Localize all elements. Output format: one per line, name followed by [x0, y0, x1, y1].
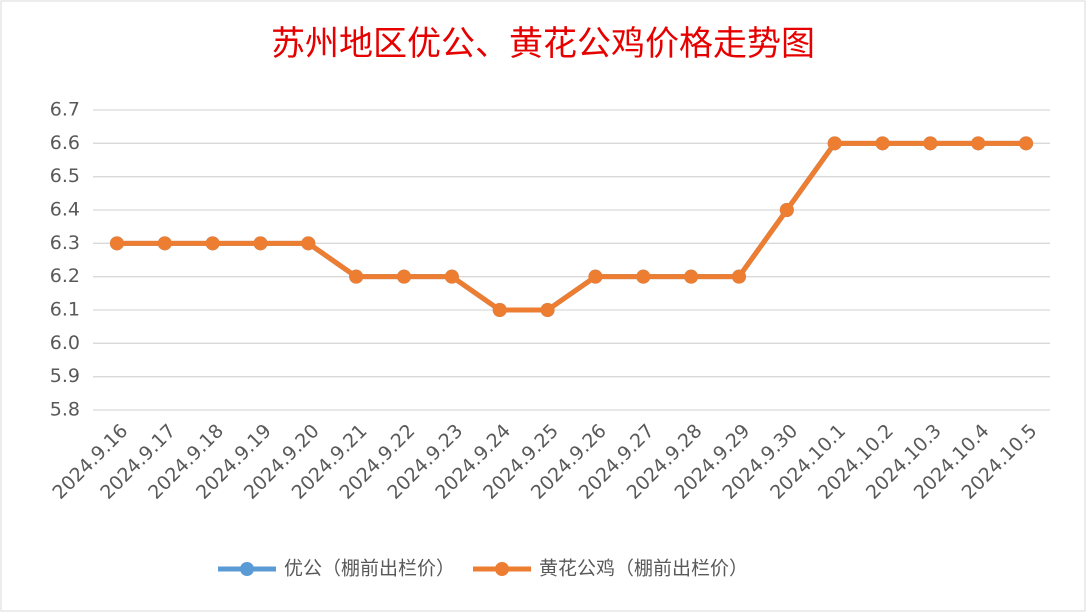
point-marker: [588, 269, 603, 284]
point-marker: [492, 303, 507, 317]
point-marker: [253, 236, 268, 251]
point-marker: [827, 136, 842, 151]
point-marker: [923, 136, 938, 151]
point-marker: [444, 269, 459, 284]
point-marker: [540, 303, 555, 317]
legend-label: 优公（棚前出栏价）: [284, 558, 455, 580]
point-marker: [109, 236, 124, 251]
point-marker: [971, 136, 986, 151]
point-marker: [157, 236, 172, 251]
y-tick-label: 6.4: [50, 199, 80, 221]
point-marker: [1019, 136, 1034, 151]
point-marker: [397, 269, 412, 284]
point-marker: [349, 269, 364, 284]
point-marker: [205, 236, 220, 251]
y-tick-label: 6.6: [50, 132, 80, 154]
series-line: [116, 140, 1027, 313]
legend-label: 黄花公鸡（棚前出栏价）: [539, 558, 748, 580]
point-marker: [684, 269, 699, 284]
y-tick-label: 6.5: [50, 165, 80, 187]
legend-marker: [495, 562, 510, 576]
point-marker: [875, 136, 890, 151]
y-tick-label: 6.1: [50, 299, 80, 321]
y-tick-label: 6.3: [50, 232, 80, 254]
point-marker: [731, 269, 746, 284]
legend-marker: [240, 562, 254, 576]
y-tick-label: 5.8: [50, 399, 80, 421]
y-tick-label: 6.7: [50, 99, 80, 121]
point-marker: [636, 269, 651, 284]
point-marker: [301, 236, 316, 251]
y-tick-label: 6.2: [50, 265, 80, 287]
point-marker: [779, 203, 794, 217]
y-tick-label: 6.0: [50, 332, 80, 354]
y-tick-label: 5.9: [50, 365, 80, 387]
chart-title: 苏州地区优公、黄花公鸡价格走势图: [271, 24, 815, 64]
